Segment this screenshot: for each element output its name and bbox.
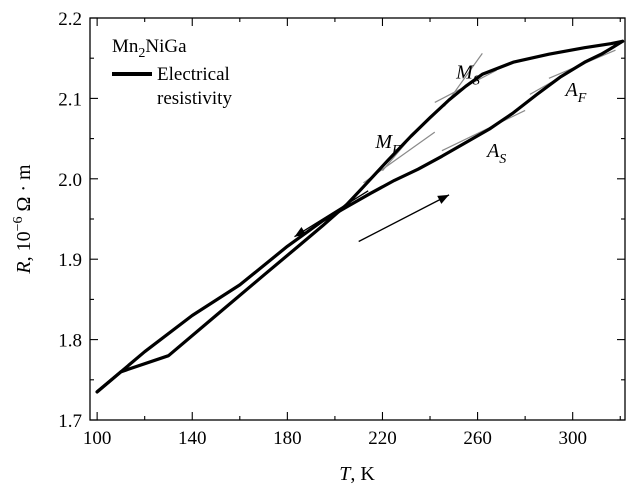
x-tick-label: 100 <box>83 428 112 449</box>
series-line-heating <box>95 39 625 394</box>
x-tick-label: 220 <box>368 428 397 449</box>
legend-sample-name: Mn2NiGa <box>112 36 187 61</box>
arrow-heating <box>358 194 450 243</box>
x-ticks: 100 140 180 220 260 300 <box>83 18 621 449</box>
tangent-line-4 <box>441 109 526 152</box>
annotation-AF: AF <box>564 79 587 106</box>
legend-series-label-2: resistivity <box>157 88 232 109</box>
x-axis-title: T, K <box>339 463 375 485</box>
x-tick-label: 140 <box>178 428 207 449</box>
series-line-cooling <box>95 39 625 394</box>
legend-series-label-1: Electrical <box>157 64 230 85</box>
y-axis-title: R, 10−6 Ω · m <box>11 164 35 275</box>
annotation-AS: AS <box>485 140 506 167</box>
arrow-cooling <box>294 190 369 238</box>
x-tick-label: 300 <box>558 428 587 449</box>
direction-arrows <box>294 190 450 243</box>
y-tick-label: 2.0 <box>58 170 82 191</box>
x-tick-label: 180 <box>273 428 302 449</box>
annotations: MS MF AS AF <box>374 61 586 167</box>
y-tick-label: 2.1 <box>58 89 82 110</box>
annotation-MF: MF <box>374 131 401 158</box>
y-tick-label: 2.2 <box>58 9 82 30</box>
y-ticks: 1.7 1.8 1.9 2.0 2.1 2.2 <box>58 9 625 432</box>
y-tick-label: 1.9 <box>58 250 82 271</box>
y-tick-label: 1.7 <box>58 411 82 432</box>
data-series <box>95 39 625 394</box>
y-tick-label: 1.8 <box>58 331 82 352</box>
x-tick-label: 260 <box>463 428 492 449</box>
annotation-MS: MS <box>455 61 480 88</box>
legend: Mn2NiGa Electrical resistivity <box>112 36 232 109</box>
